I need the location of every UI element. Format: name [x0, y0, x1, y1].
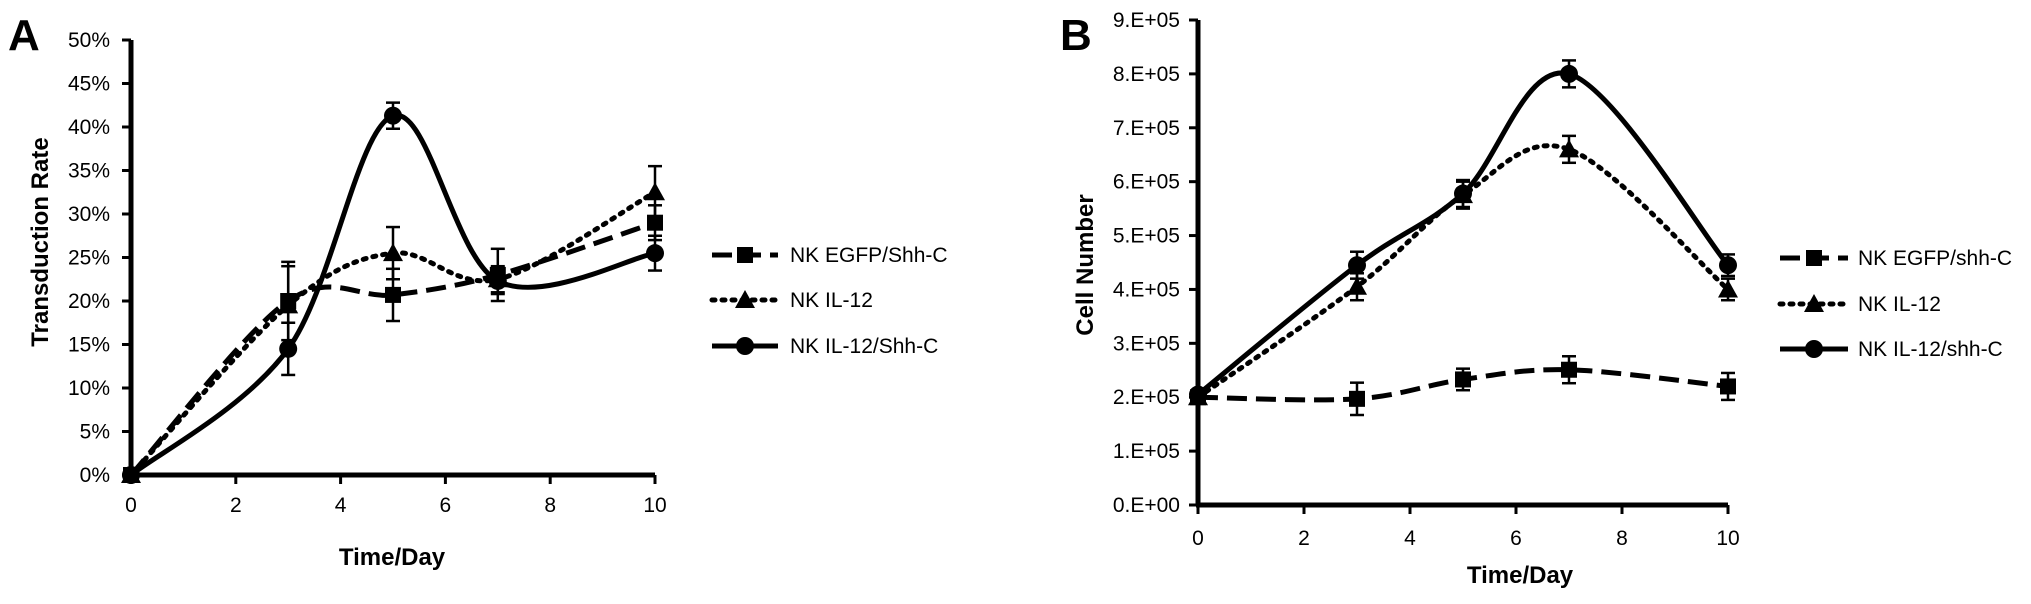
panel-a-y-tick-label: 25% [68, 247, 110, 270]
panel-b-legend-marker [1805, 340, 1823, 358]
panel-b-data-point [1718, 279, 1738, 298]
panel-a-data-point [646, 244, 664, 263]
panel-b-chart: B 0.E+00 1.E+05 2.E+05 3.E+05 4.E+05 5.E+05 6.… [1060, 9, 2012, 589]
panel-b-x-tick-label: 6 [1510, 527, 1522, 550]
panel-b-x-tick-label: 8 [1616, 527, 1628, 550]
panel-a-chart: A 0% 5% 10% 15% 20% 25% 30% 35% 40% 45% 50% 0 2 4 6 8 10… [8, 11, 948, 571]
panel-b-legend-label: NK IL-12/shh-C [1858, 338, 2003, 361]
panel-b-series-square [1190, 355, 1736, 417]
panel-b-x-tick-label: 4 [1404, 527, 1416, 550]
panel-a-y-tick-label: 30% [68, 203, 110, 226]
panel-b-y-tick-label: 4.E+05 [1113, 278, 1180, 301]
panel-a-x-tick-label: 4 [335, 494, 347, 517]
panel-b-y-tick-label: 8.E+05 [1113, 63, 1180, 86]
panel-b-y-tick-label: 6.E+05 [1113, 171, 1180, 194]
panel-b-data-point [1347, 276, 1367, 295]
panel-b-legend-marker [1804, 294, 1824, 312]
panel-a-y-tick-label: 0% [80, 464, 110, 487]
panel-b-series-triangle [1188, 134, 1738, 406]
panel-a-y-tick-label: 50% [68, 29, 110, 52]
panel-a-legend-marker [737, 247, 753, 263]
panel-a-data-point [488, 271, 507, 290]
panel-a-letter: A [8, 11, 40, 60]
panel-b-data-point [1561, 361, 1577, 378]
panel-a-y-tick-label: 45% [68, 73, 110, 96]
panel-a-legend-marker [736, 337, 754, 355]
panel-a-x-tick-label: 10 [643, 494, 666, 517]
panel-a-legend-marker [735, 290, 755, 308]
panel-a-legend-label: NK EGFP/Shh-C [790, 244, 948, 267]
panel-a-x-tick-label: 2 [230, 494, 242, 517]
panel-a-legend-label: NK IL-12 [790, 289, 873, 312]
panel-b-data-point [1454, 184, 1472, 203]
panel-b-letter: B [1060, 11, 1092, 60]
panel-a-legend-label: NK IL-12/Shh-C [790, 335, 938, 358]
panel-b-data-point [1720, 378, 1736, 395]
panel-a-data-point [645, 182, 665, 201]
panel-b-data-point [1349, 390, 1365, 407]
panel-b-legend-label: NK IL-12 [1858, 293, 1941, 316]
panel-b-y-tick-label: 7.E+05 [1113, 117, 1180, 140]
panel-b-y-tick-label: 3.E+05 [1113, 332, 1180, 355]
panel-a-data-point [383, 243, 403, 262]
panel-b-legend-label: NK EGFP/shh-C [1858, 247, 2012, 270]
panel-b-data-point [1455, 371, 1471, 388]
panel-a-y-tick-label: 20% [68, 290, 110, 313]
panel-a-data-point [385, 286, 401, 303]
panel-b-legend: NK EGFP/shh-C NK IL-12 NK IL-12/shh-C [1777, 247, 2012, 361]
panel-a-x-axis-title: Time/Day [339, 544, 446, 571]
panel-b-data-point [1560, 64, 1578, 83]
panel-a-series-triangle [121, 164, 665, 483]
panel-a-y-tick-label: 35% [68, 160, 110, 183]
panel-b-y-tick-label: 5.E+05 [1113, 225, 1180, 248]
panel-a-y-axis-title: Transduction Rate [27, 137, 54, 346]
panel-b-x-axis-title: Time/Day [1467, 562, 1574, 589]
panel-a-y-tick-label: 10% [68, 377, 110, 400]
panel-a-data-point [279, 339, 298, 358]
panel-a-y-tick-label: 5% [80, 421, 110, 444]
panel-b-x-tick-label: 0 [1192, 527, 1204, 550]
panel-a-x-tick-label: 8 [544, 494, 556, 517]
panel-b-data-point [1348, 256, 1366, 275]
panel-b-data-point [1559, 139, 1579, 158]
panel-b-data-point [1719, 256, 1737, 275]
panel-b-x-tick-label: 10 [1716, 527, 1739, 550]
panel-b-series-line [1196, 70, 1730, 397]
panel-b-legend-marker [1806, 250, 1822, 266]
panel-b-x-tick-label: 2 [1298, 527, 1310, 550]
panel-b-y-tick-label: 2.E+05 [1113, 386, 1180, 409]
panel-b-y-tick-label: 9.E+05 [1113, 9, 1180, 32]
panel-a-series-circle [122, 101, 664, 484]
panel-a-y-tick-label: 15% [68, 334, 110, 357]
panel-b-y-tick-label: 0.E+00 [1113, 494, 1180, 517]
panel-a-data-point [278, 295, 299, 314]
panel-b-y-axis-title: Cell Number [1072, 194, 1099, 335]
panel-a-x-tick-label: 0 [125, 494, 137, 517]
panel-a-data-point [384, 106, 402, 125]
panel-b-y-tick-label: 1.E+05 [1113, 440, 1180, 463]
panel-b-series-circle [1189, 59, 1737, 404]
panel-a-legend: NK EGFP/Shh-C NK IL-12 NK IL-12/Shh-C [709, 244, 948, 358]
panel-a-y-tick-label: 40% [68, 116, 110, 139]
panel-a-x-tick-label: 6 [440, 494, 452, 517]
